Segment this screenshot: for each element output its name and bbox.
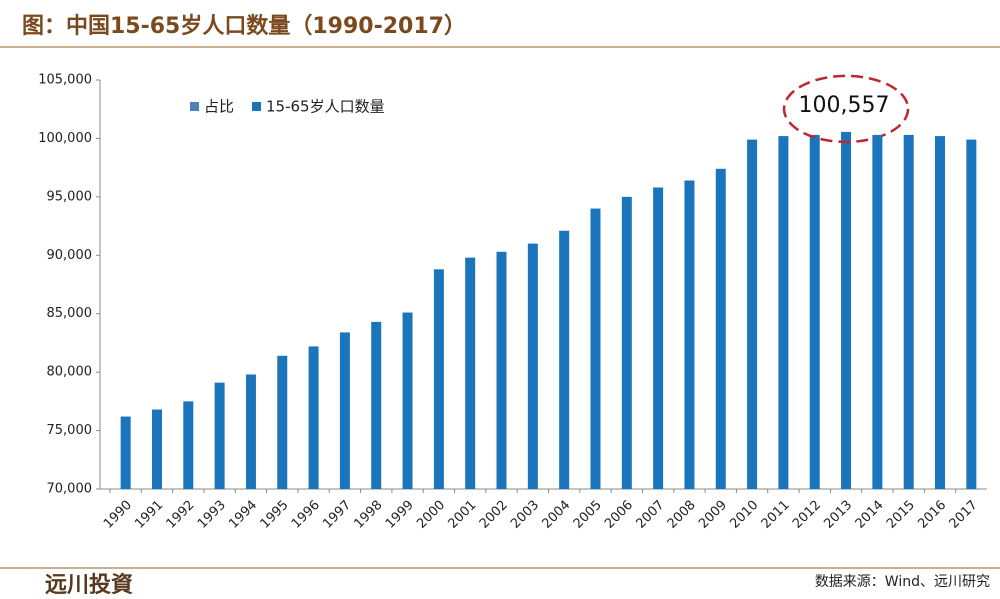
x-tick-label: 1998 <box>352 498 386 532</box>
x-tick-label: 2011 <box>759 498 793 532</box>
x-tick-label: 2009 <box>696 498 730 532</box>
x-tick-label: 2003 <box>508 498 542 532</box>
bar <box>590 208 601 490</box>
annotation-circle <box>782 74 910 144</box>
x-tick-label: 2002 <box>477 498 511 532</box>
source: 数据来源：Wind、远川研究 <box>815 574 990 590</box>
x-tick-label: 2015 <box>884 498 918 532</box>
bar <box>809 134 820 489</box>
x-tick-label: 1991 <box>132 498 166 532</box>
x-tick-label: 1993 <box>195 498 229 532</box>
bar <box>872 134 883 489</box>
bar <box>653 187 664 489</box>
x-tick-label: 2004 <box>539 498 573 532</box>
x-tick-label: 1994 <box>226 498 260 532</box>
x-tick-label: 1997 <box>320 498 354 532</box>
legend-label: 15-65岁人口数量 <box>266 98 385 116</box>
bar <box>841 131 852 490</box>
x-tick-label: 2017 <box>947 498 981 532</box>
bar <box>214 382 225 489</box>
y-tick-label: 80,000 <box>47 365 93 380</box>
y-tick-label: 70,000 <box>47 482 93 497</box>
x-tick-label: 1995 <box>258 498 292 532</box>
bar <box>903 134 914 489</box>
x-tick-label: 2013 <box>821 498 855 532</box>
x-tick-label: 2006 <box>602 498 636 532</box>
bar <box>339 332 350 489</box>
bar <box>715 168 726 489</box>
y-tick-label: 105,000 <box>38 73 92 88</box>
x-tick-label: 2012 <box>790 498 824 532</box>
y-tick-label: 90,000 <box>47 248 93 263</box>
y-tick-label: 95,000 <box>47 189 93 204</box>
x-tick-label: 2008 <box>665 498 699 532</box>
bar <box>151 409 162 489</box>
x-tick-label: 2007 <box>633 498 667 532</box>
legend-label: 占比 <box>204 98 234 116</box>
bar <box>308 346 319 489</box>
y-tick-label: 85,000 <box>47 306 93 321</box>
bar <box>778 136 789 489</box>
x-tick-label: 2005 <box>571 498 605 532</box>
bar <box>183 401 194 489</box>
x-tick-label: 2010 <box>727 498 761 532</box>
y-tick-label: 75,000 <box>47 423 93 438</box>
bar <box>747 139 758 489</box>
x-tick-label: 2014 <box>853 498 887 532</box>
bar <box>371 321 382 489</box>
x-tick-label: 2016 <box>915 498 949 532</box>
bar <box>935 136 946 489</box>
bar <box>621 196 632 489</box>
x-tick-label: 1999 <box>383 498 417 532</box>
bar <box>277 355 288 489</box>
x-tick-label: 2000 <box>414 498 448 532</box>
x-tick-label: 1992 <box>164 498 198 532</box>
bar <box>496 251 507 489</box>
value-label: 100,557 <box>799 93 890 118</box>
chart-title: 图：中国15-65岁人口数量（1990-2017） <box>22 13 466 39</box>
x-tick-label: 2001 <box>445 498 479 532</box>
bar <box>402 312 413 489</box>
x-tick-label: 1996 <box>289 498 323 532</box>
bar <box>527 243 538 489</box>
bar <box>433 269 444 489</box>
bar <box>966 139 977 489</box>
bar <box>245 374 256 489</box>
legend-swatch <box>252 102 262 111</box>
logo: 远川投資 <box>45 572 133 598</box>
y-tick-label: 100,000 <box>38 131 92 146</box>
bar <box>684 180 695 490</box>
bar <box>120 416 131 489</box>
legend-swatch <box>190 102 199 111</box>
bar <box>465 257 476 489</box>
x-tick-label: 1990 <box>101 498 135 532</box>
bar <box>559 230 570 489</box>
